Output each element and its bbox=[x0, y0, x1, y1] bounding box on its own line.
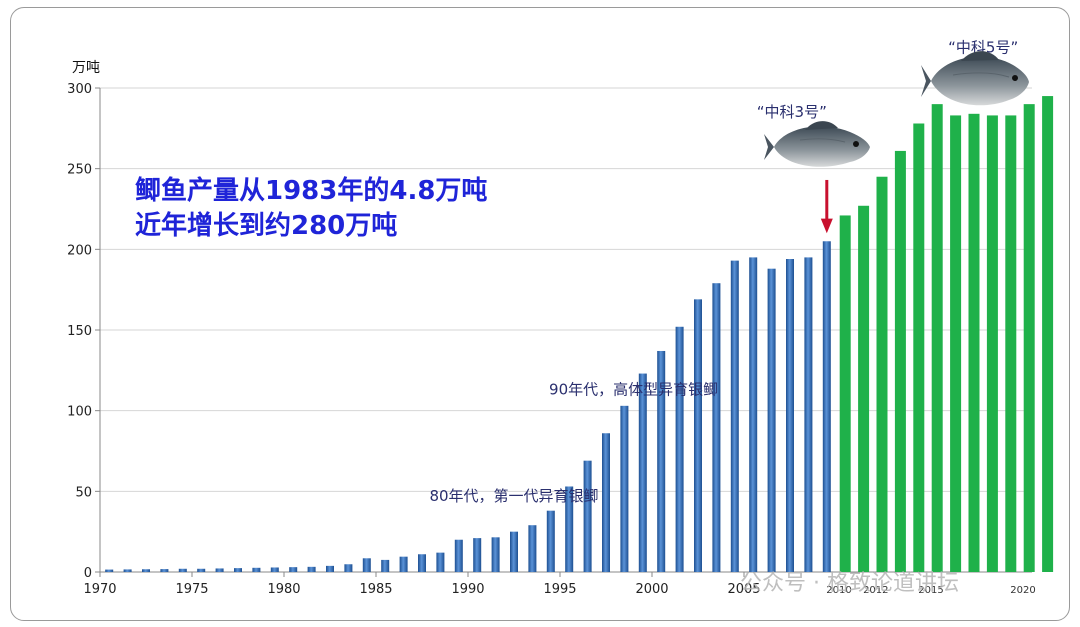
bar-blue bbox=[694, 299, 702, 572]
bar-green bbox=[931, 104, 943, 572]
bar-blue bbox=[749, 257, 758, 572]
x-tick-label-small: 2015 bbox=[918, 585, 943, 596]
y-tick-label: 250 bbox=[67, 163, 92, 178]
y-unit-label: 万吨 bbox=[72, 60, 100, 76]
bar-blue bbox=[638, 373, 647, 572]
bar-blue bbox=[730, 260, 739, 572]
bar-blue bbox=[160, 569, 169, 572]
fish-zhongke3-icon bbox=[764, 121, 870, 167]
red-arrow-icon bbox=[820, 179, 833, 234]
bar-blue bbox=[307, 566, 316, 572]
bar-blue bbox=[123, 569, 132, 572]
bar-blue bbox=[822, 241, 831, 572]
x-tick-label-small: 2010 bbox=[826, 585, 851, 596]
bar-blue bbox=[620, 405, 629, 572]
y-tick-label: 200 bbox=[67, 243, 92, 258]
bar-blue bbox=[583, 460, 592, 572]
x-tick-label: 1975 bbox=[175, 582, 208, 597]
bar-blue bbox=[142, 569, 150, 572]
x-tick-label: 2000 bbox=[635, 582, 668, 597]
x-tick-label: 1970 bbox=[83, 582, 116, 597]
bar-blue bbox=[344, 564, 353, 572]
bar-blue bbox=[786, 259, 794, 572]
bar-blue bbox=[178, 568, 187, 572]
bar-blue bbox=[289, 567, 298, 572]
x-tick-label: 1985 bbox=[359, 582, 392, 597]
bar-blue bbox=[270, 567, 279, 572]
annotation: 90年代，高体型异育银鲫 bbox=[549, 381, 718, 399]
bar-green bbox=[968, 113, 980, 573]
bar-green bbox=[858, 205, 870, 573]
bar-green bbox=[1042, 96, 1054, 573]
bar-blue bbox=[326, 565, 334, 572]
y-tick-labels: 0 50 100 150 200 250 300 bbox=[67, 82, 92, 581]
arrow-head bbox=[820, 218, 833, 234]
bar-blue bbox=[657, 350, 666, 572]
bar-blue bbox=[454, 539, 463, 572]
annotation: “中科5号” bbox=[948, 39, 1018, 57]
bar-blue bbox=[565, 486, 574, 572]
bar-blue bbox=[252, 567, 261, 572]
bar-blue bbox=[712, 283, 721, 572]
bar-blue bbox=[215, 568, 224, 572]
bar-blue bbox=[362, 558, 371, 572]
annotation: “中科3号” bbox=[757, 103, 827, 121]
bar-blue bbox=[528, 525, 537, 572]
bar-green bbox=[986, 115, 998, 572]
fish-zhongke5-icon bbox=[921, 51, 1029, 106]
x-tick-label: 1990 bbox=[451, 582, 484, 597]
bar-green bbox=[839, 215, 851, 572]
x-tick-label-small: 2020 bbox=[1010, 585, 1035, 596]
bar-blue bbox=[399, 556, 408, 572]
bar-blue bbox=[767, 268, 776, 572]
bar-green bbox=[894, 150, 906, 573]
bar-blue bbox=[602, 433, 610, 572]
y-tick-label: 100 bbox=[67, 405, 92, 420]
bar-blue bbox=[491, 537, 500, 572]
bar-green bbox=[913, 123, 925, 572]
bar-blue bbox=[418, 554, 426, 572]
x-tick-label: 1995 bbox=[543, 582, 576, 597]
watermark: 公众号 · 格致论道讲坛 bbox=[740, 571, 959, 596]
slide-frame bbox=[10, 7, 1070, 621]
bar-green bbox=[1005, 115, 1017, 572]
y-tick-label: 50 bbox=[75, 485, 92, 500]
bar-blue bbox=[105, 569, 114, 572]
headline-line-2: 近年增长到约280万吨 bbox=[135, 210, 397, 241]
y-tick-label: 150 bbox=[67, 324, 92, 339]
annotations: 80年代，第一代异育银鲫 90年代，高体型异育银鲫 “中科3号” “中科5号” bbox=[429, 39, 1018, 506]
bar-green bbox=[876, 176, 888, 572]
y-tick-label: 300 bbox=[67, 82, 92, 97]
y-tick-label: 0 bbox=[84, 566, 92, 581]
bar-green bbox=[1023, 104, 1035, 572]
bar-blue bbox=[675, 326, 684, 572]
x-tick-label-small: 2012 bbox=[863, 585, 888, 596]
bar-green bbox=[950, 115, 962, 572]
bar-blue bbox=[804, 257, 813, 572]
x-tick-label: 1980 bbox=[267, 582, 300, 597]
bars bbox=[105, 96, 1054, 573]
annotation: 80年代，第一代异育银鲫 bbox=[429, 487, 598, 505]
gridlines bbox=[100, 87, 1032, 492]
bar-blue bbox=[197, 568, 206, 572]
x-tick-labels: 1970 1975 1980 1985 1990 1995 2000 2005 2010 2012… bbox=[83, 582, 1035, 597]
headline-line-1: 鲫鱼产量从1983年的4.8万吨 bbox=[135, 175, 487, 206]
bar-blue bbox=[234, 568, 242, 572]
bar-blue bbox=[510, 531, 518, 572]
bar-blue bbox=[546, 510, 555, 572]
bar-blue bbox=[381, 559, 390, 572]
bar-blue bbox=[436, 552, 445, 572]
bar-blue bbox=[473, 538, 482, 572]
x-tick-label: 2005 bbox=[727, 582, 760, 597]
